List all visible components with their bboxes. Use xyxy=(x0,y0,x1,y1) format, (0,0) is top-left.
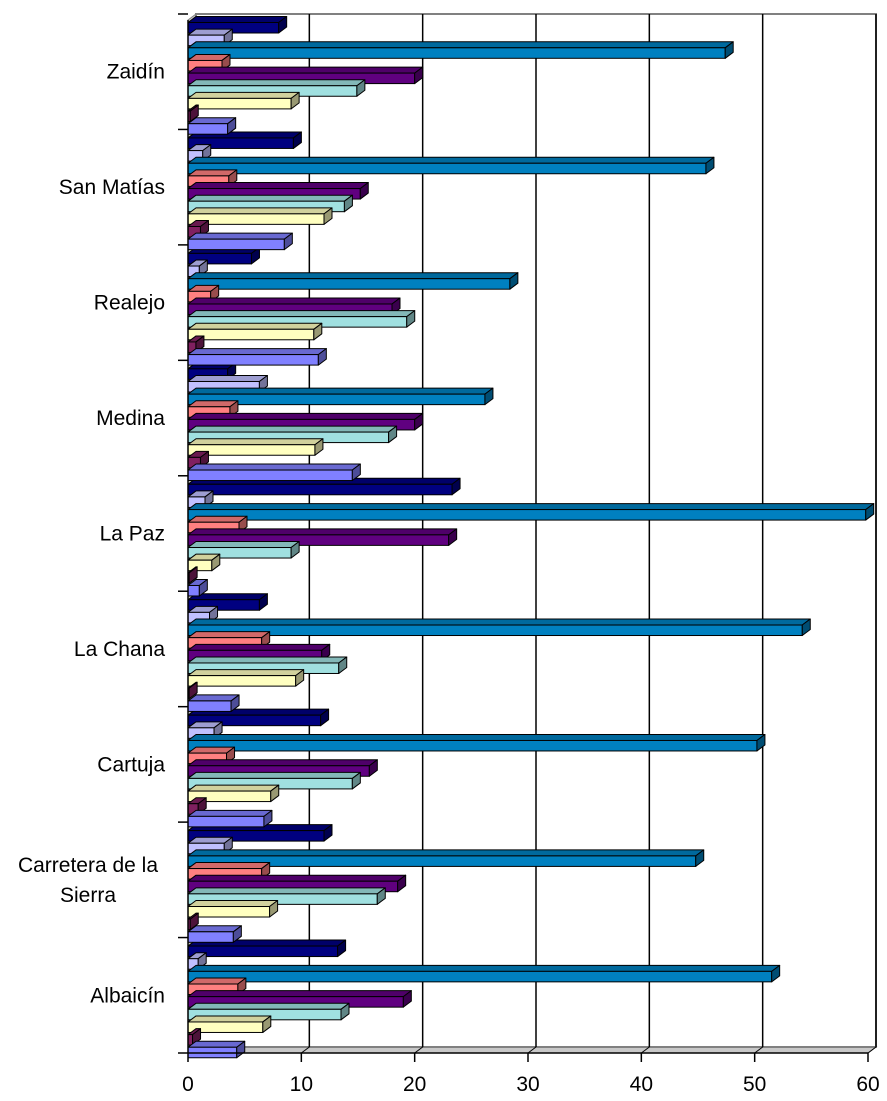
bar xyxy=(187,463,361,482)
bar xyxy=(187,91,300,110)
bar xyxy=(187,348,327,366)
bar xyxy=(187,1015,272,1033)
gridline-floor xyxy=(301,1046,310,1054)
bar xyxy=(187,694,240,712)
category-label: Albaicín xyxy=(90,984,165,1007)
category-label: Realejo xyxy=(94,292,165,315)
x-tick-label: 10 xyxy=(290,1073,313,1096)
bar xyxy=(187,310,416,328)
bar xyxy=(187,41,734,59)
bar xyxy=(187,746,236,765)
labels: 0 10 20 30 40 50 60 Albaicín Carretera de la Sier… xyxy=(18,61,880,1096)
bar xyxy=(187,900,279,918)
category-label: La Chana xyxy=(74,638,165,661)
bar xyxy=(187,809,273,828)
bar xyxy=(187,503,875,521)
category-label: Medina xyxy=(96,407,165,430)
bar xyxy=(187,16,288,34)
bar xyxy=(187,528,458,546)
x-tick-label: 30 xyxy=(516,1073,539,1096)
bar xyxy=(187,733,766,752)
bar xyxy=(187,578,208,597)
gridline-floor xyxy=(641,1046,650,1054)
gridline-floor xyxy=(527,1046,537,1054)
category-label: Carretera de la Sierra xyxy=(18,854,158,907)
bar xyxy=(187,297,401,315)
bar xyxy=(187,593,268,611)
x-tick-label: 20 xyxy=(403,1073,426,1096)
x-tick-label: 0 xyxy=(182,1073,194,1096)
bar xyxy=(187,849,705,867)
bar xyxy=(187,322,323,341)
axes xyxy=(178,13,869,1062)
bar xyxy=(187,784,280,803)
bar xyxy=(187,232,293,251)
x-tick-label: 60 xyxy=(856,1073,879,1096)
bar xyxy=(187,1040,246,1059)
bar xyxy=(187,272,519,290)
bar xyxy=(187,425,398,444)
bar xyxy=(187,874,407,893)
category-label: La Paz xyxy=(100,523,165,546)
gridline-floor xyxy=(754,1046,763,1054)
bar xyxy=(187,117,237,135)
gridline-floor xyxy=(414,1046,423,1054)
bar xyxy=(187,964,781,983)
bar xyxy=(187,925,242,943)
bar xyxy=(187,553,221,572)
bar xyxy=(187,669,305,687)
bars xyxy=(187,16,875,1059)
bar xyxy=(187,618,811,637)
category-label: San Matías xyxy=(59,176,165,199)
x-tick-label: 50 xyxy=(743,1073,766,1096)
category-label: Cartuja xyxy=(97,753,165,776)
bar xyxy=(187,207,333,225)
bar xyxy=(187,104,199,123)
bar xyxy=(187,541,300,559)
category-label: Zaidín xyxy=(107,61,165,84)
bar xyxy=(187,156,715,175)
x-tick-label: 40 xyxy=(630,1073,653,1096)
gridline-floor xyxy=(867,1046,877,1054)
bar xyxy=(187,912,199,931)
